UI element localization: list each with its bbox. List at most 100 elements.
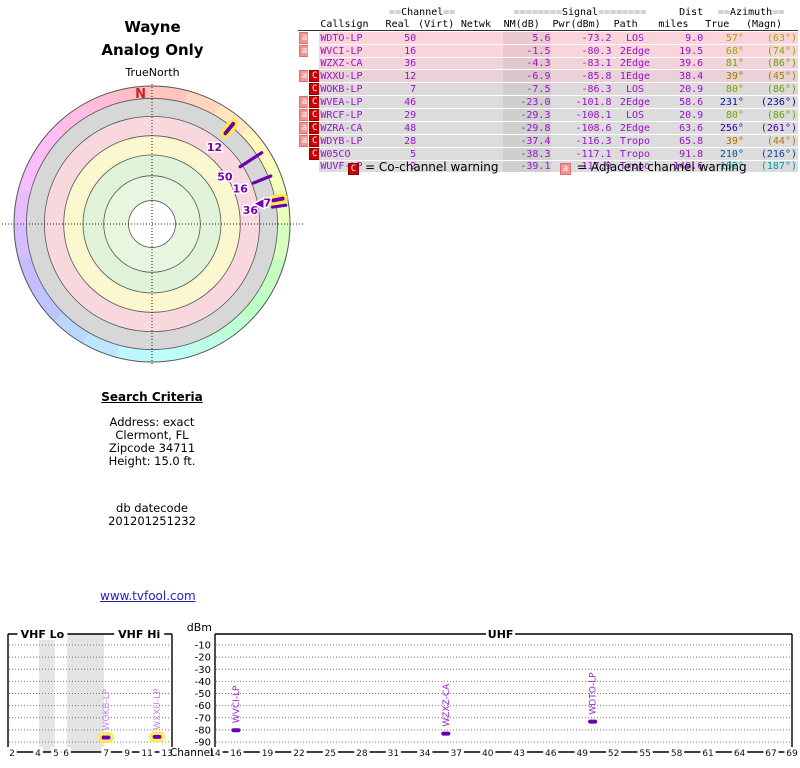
distance-cell: 91.8 [657,148,705,160]
tick-backing [543,747,559,758]
azimuth-magn-cell: (187°) [744,161,798,172]
azimuth-true-cell: 210° [704,148,745,160]
table-row: a C WXXU-LP 12 -6.9 -85.8 1Edge 38.4 39° (45°) [298,70,798,82]
radar-channel-label: 50 [217,171,233,184]
tick-backing [700,747,716,758]
tick-backing [669,747,685,758]
nm-db-cell: -4.3 [502,58,552,69]
channel-tick-label: 6 [63,749,69,759]
channel-tick-label: 67 [765,749,776,759]
table-row: a C WZRA-CA 48 -29.8 -108.6 2Edge 63.6 256° (261°… [298,122,798,134]
power-dbm-cell: -116.3 [551,135,613,147]
tick-backing [207,747,223,758]
real-channel-cell: 7 [384,83,418,95]
tick-backing [637,747,653,758]
channel-group-header: ==Channel== [389,7,456,18]
distance-cell: 20.9 [657,109,705,121]
adjacent-channel-warning-icon: a [299,109,309,121]
non-tv-band [39,634,55,752]
power-dbm-cell: -85.8 [551,70,613,82]
channel-tick-label: 11 [141,749,152,759]
channel-tick-label: 4 [35,749,41,759]
signal-marker-halo [149,731,166,743]
adjacent-channel-warning-icon: a [299,70,309,82]
azimuth-group-header: ==Azimuth== [717,7,785,18]
tick-backing [228,747,244,758]
radar-channel-label: 36 [243,204,259,217]
azimuth-magn-cell: (74°) [744,45,798,57]
col-path: Path [612,19,658,31]
signal-marker-callsign: WVCI-LP [232,685,242,723]
real-channel-cell: 36 [384,58,418,69]
adjacent-channel-warning-icon: a [560,163,571,175]
callsign-cell: WRCF-LP [319,109,385,121]
channel-tick-label: 64 [734,749,746,759]
search-city: Clermont, FL [115,428,189,442]
real-channel-cell: 12 [384,70,418,82]
channel-tick-label: 37 [451,749,462,759]
co-channel-warning-icon: C [309,109,320,121]
radar-north-label: N [135,87,146,102]
tick-backing [417,747,433,758]
tick-backing [574,747,590,758]
radar-channel-label: 16 [233,182,249,195]
channel-tick-label: 34 [419,749,431,759]
power-dbm-cell: -117.1 [551,148,613,160]
signal-marker [588,719,598,724]
adjacent-channel-warning-icon: a [299,32,309,44]
nm-db-cell: -37.4 [502,135,552,147]
real-channel-cell: 29 [384,109,418,121]
radar-marker-bar [270,203,288,209]
tick-backing [101,747,111,758]
real-channel-cell: 28 [384,135,418,147]
channel-tick-label: 69 [786,749,798,759]
tick-backing [385,747,401,758]
channel-tick-label: 55 [639,749,650,759]
distance-cell: 65.8 [657,135,705,147]
signal-marker [231,728,241,733]
co-channel-warning-icon: C [348,163,359,175]
tick-backing [139,747,155,758]
path-cell: LOS [612,109,658,121]
legend-adjacent-channel-text: = Adjacent channel warning [577,160,747,174]
col-pwr: Pwr(dBm) [551,19,613,31]
co-channel-warning-icon: C [309,70,320,82]
radar-orientation-label: TrueNorth [125,66,180,79]
radar-marker [220,118,239,139]
col-nm: NM(dB) [502,19,552,31]
distance-cell: 19.5 [657,45,705,57]
col-virt: (Virt) [417,19,460,31]
channel-tick-label: 14 [209,749,221,759]
real-channel-cell: 50 [384,32,418,44]
search-criteria: Search Criteria Address: exact Clermont,… [57,390,247,528]
path-cell: Tropo [612,148,658,160]
distance-cell: 149.6 [657,161,705,172]
tvfool-link[interactable]: www.tvfool.com [100,589,196,603]
label-backing [486,628,516,640]
station-table-block: ==Channel== ========Signal======== Dist … [298,6,800,173]
radar-channel-label: 12 [207,141,222,154]
azimuth-magn-cell: (236°) [744,96,798,108]
label-backing [17,628,68,640]
callsign-cell: WDYB-LP [319,135,385,147]
co-channel-warning-icon: C [309,135,320,147]
callsign-cell: WZXZ-CA [319,58,385,69]
dbm-tick-label: -50 [195,689,211,700]
real-channel-cell: 48 [384,122,418,134]
dbm-tick-label: -30 [195,665,211,676]
co-channel-warning-icon: C [309,83,320,95]
power-dbm-cell: -101.8 [551,96,613,108]
callsign-cell: WVCI-LP [319,45,385,57]
signal-marker [101,735,111,740]
tick-backing [291,747,307,758]
azimuth-magn-cell: (86°) [744,109,798,121]
radar-marker [268,193,288,206]
azimuth-true-cell: 182° [704,161,745,172]
table-row: a C WDYB-LP 28 -37.4 -116.3 Tropo 65.8 39° (44°) [298,135,798,147]
search-criteria-heading: Search Criteria [101,390,203,404]
tick-backing [122,747,132,758]
channel-tick-label: 28 [356,749,368,759]
